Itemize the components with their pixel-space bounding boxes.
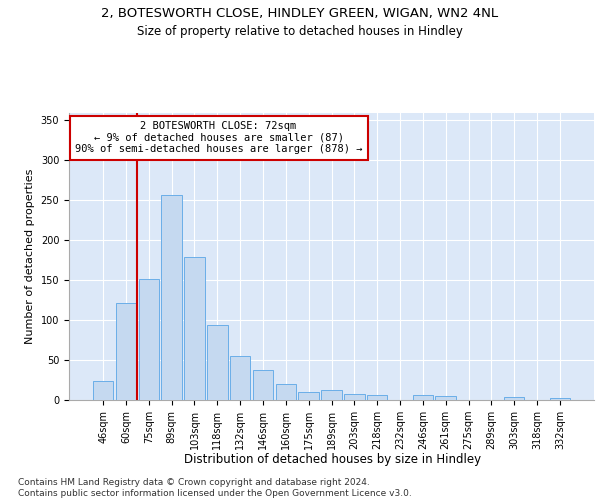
Bar bbox=[550, 398, 570, 400]
Bar bbox=[298, 392, 319, 400]
Text: Distribution of detached houses by size in Hindley: Distribution of detached houses by size … bbox=[184, 452, 482, 466]
Text: Size of property relative to detached houses in Hindley: Size of property relative to detached ho… bbox=[137, 25, 463, 38]
Bar bbox=[93, 381, 113, 400]
Bar bbox=[436, 396, 456, 400]
Bar bbox=[367, 395, 388, 400]
Bar bbox=[116, 302, 136, 400]
Bar bbox=[321, 390, 342, 400]
Bar bbox=[253, 370, 273, 400]
Bar bbox=[184, 257, 205, 400]
Bar bbox=[413, 395, 433, 400]
Bar bbox=[504, 397, 524, 400]
Bar bbox=[161, 195, 182, 400]
Bar bbox=[207, 325, 227, 400]
Bar bbox=[230, 356, 250, 400]
Bar bbox=[344, 394, 365, 400]
Bar bbox=[275, 384, 296, 400]
Text: 2, BOTESWORTH CLOSE, HINDLEY GREEN, WIGAN, WN2 4NL: 2, BOTESWORTH CLOSE, HINDLEY GREEN, WIGA… bbox=[101, 8, 499, 20]
Text: 2 BOTESWORTH CLOSE: 72sqm
← 9% of detached houses are smaller (87)
90% of semi-d: 2 BOTESWORTH CLOSE: 72sqm ← 9% of detach… bbox=[75, 121, 362, 154]
Bar bbox=[139, 278, 159, 400]
Y-axis label: Number of detached properties: Number of detached properties bbox=[25, 168, 35, 344]
Text: Contains HM Land Registry data © Crown copyright and database right 2024.
Contai: Contains HM Land Registry data © Crown c… bbox=[18, 478, 412, 498]
